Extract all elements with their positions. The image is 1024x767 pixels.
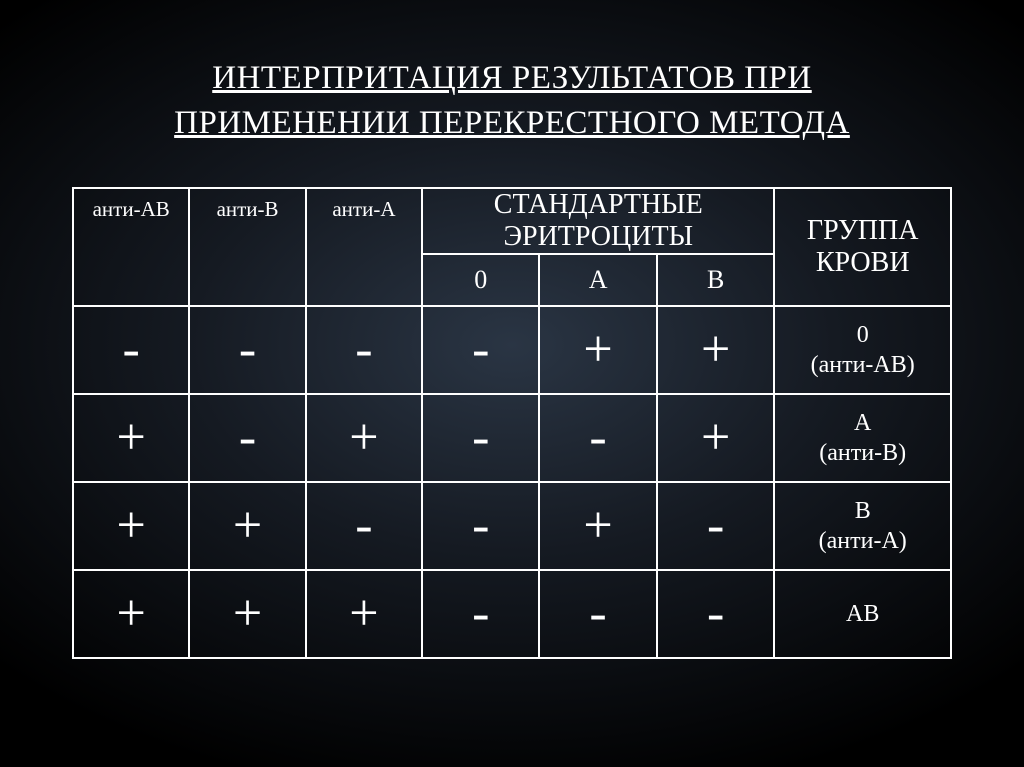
subheader-b: В (657, 254, 775, 306)
slide: ИНТЕРПРИТАЦИЯ РЕЗУЛЬТАТОВ ПРИ ПРИМЕНЕНИИ… (0, 0, 1024, 767)
result-sub: (анти-А) (819, 528, 907, 554)
cell: - (539, 394, 657, 482)
col-header-anti-ab: анти-АВ (73, 188, 189, 306)
header-row-1: анти-АВ анти-В анти-А СТАНДАРТНЫЕ ЭРИТРО… (73, 188, 951, 254)
result-cell: В (анти-А) (774, 482, 951, 570)
cell: - (539, 570, 657, 658)
result-cell: АВ (774, 570, 951, 658)
cell: - (189, 306, 305, 394)
cell: + (539, 482, 657, 570)
col-header-std-eryth: СТАНДАРТНЫЕ ЭРИТРОЦИТЫ (422, 188, 774, 254)
cell: + (189, 482, 305, 570)
result-sub: (анти-В) (819, 440, 906, 466)
cell: + (73, 394, 189, 482)
cell: + (306, 570, 422, 658)
result-main: В (855, 498, 871, 524)
result-main: А (854, 410, 871, 436)
cell: + (73, 482, 189, 570)
cell: - (306, 482, 422, 570)
cell: - (657, 482, 775, 570)
subheader-0: 0 (422, 254, 539, 306)
result-cell: 0 (анти-АВ) (774, 306, 951, 394)
title-line-1: ИНТЕРПРИТАЦИЯ РЕЗУЛЬТАТОВ ПРИ (212, 60, 812, 96)
col-header-anti-a: анти-А (306, 188, 422, 306)
result-main: АВ (846, 601, 879, 627)
slide-title: ИНТЕРПРИТАЦИЯ РЕЗУЛЬТАТОВ ПРИ ПРИМЕНЕНИИ… (174, 56, 850, 145)
col-header-blood-group: ГРУППА КРОВИ (774, 188, 951, 306)
cell: + (657, 394, 775, 482)
table-row: + - + - - + А (анти-В) (73, 394, 951, 482)
cell: + (657, 306, 775, 394)
cell: - (657, 570, 775, 658)
cell: - (306, 306, 422, 394)
cell: + (189, 570, 305, 658)
cell: - (422, 394, 539, 482)
cell: - (422, 306, 539, 394)
cell: - (189, 394, 305, 482)
cell: + (306, 394, 422, 482)
cell: + (539, 306, 657, 394)
results-table: анти-АВ анти-В анти-А СТАНДАРТНЫЕ ЭРИТРО… (72, 187, 952, 659)
result-main: 0 (857, 322, 869, 348)
table-row: + + + - - - АВ (73, 570, 951, 658)
table-row: - - - - + + 0 (анти-АВ) (73, 306, 951, 394)
result-sub: (анти-АВ) (811, 352, 915, 378)
table-row: + + - - + - В (анти-А) (73, 482, 951, 570)
cell: - (422, 570, 539, 658)
cell: - (422, 482, 539, 570)
cell: - (73, 306, 189, 394)
result-cell: А (анти-В) (774, 394, 951, 482)
col-header-anti-b: анти-В (189, 188, 305, 306)
cell: + (73, 570, 189, 658)
title-line-2: ПРИМЕНЕНИИ ПЕРЕКРЕСТНОГО МЕТОДА (174, 105, 850, 141)
subheader-a: А (539, 254, 657, 306)
